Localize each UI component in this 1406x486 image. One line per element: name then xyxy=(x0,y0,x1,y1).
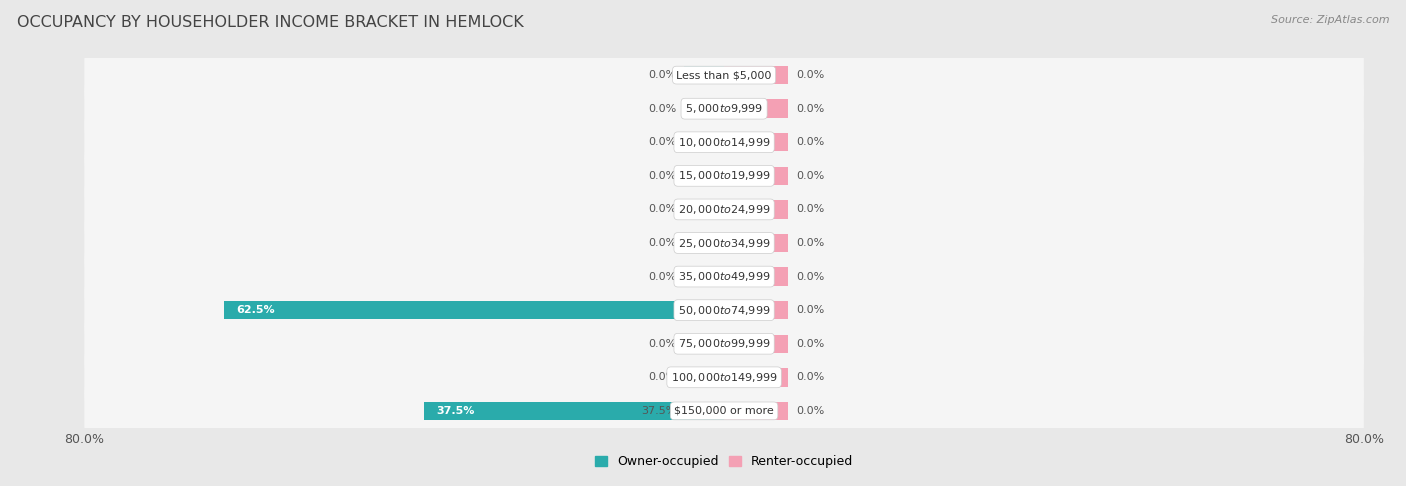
Text: 0.0%: 0.0% xyxy=(648,104,676,114)
Bar xyxy=(685,200,724,219)
Text: $15,000 to $19,999: $15,000 to $19,999 xyxy=(678,169,770,182)
Text: 0.0%: 0.0% xyxy=(648,171,676,181)
FancyBboxPatch shape xyxy=(84,278,1364,342)
Text: 0.0%: 0.0% xyxy=(796,104,824,114)
Text: 0.0%: 0.0% xyxy=(796,238,824,248)
Text: $150,000 or more: $150,000 or more xyxy=(675,406,773,416)
Bar xyxy=(724,368,787,386)
Bar xyxy=(685,334,724,353)
FancyBboxPatch shape xyxy=(84,44,1364,106)
Bar xyxy=(225,301,724,319)
Text: 0.0%: 0.0% xyxy=(796,406,824,416)
Bar xyxy=(685,368,724,386)
Legend: Owner-occupied, Renter-occupied: Owner-occupied, Renter-occupied xyxy=(589,450,859,473)
Text: $100,000 to $149,999: $100,000 to $149,999 xyxy=(671,371,778,384)
Bar xyxy=(724,334,787,353)
Bar xyxy=(724,167,787,185)
Text: 0.0%: 0.0% xyxy=(648,70,676,80)
Bar xyxy=(724,401,787,420)
FancyBboxPatch shape xyxy=(84,380,1364,442)
Text: 0.0%: 0.0% xyxy=(648,272,676,281)
Text: 0.0%: 0.0% xyxy=(648,339,676,349)
Text: $75,000 to $99,999: $75,000 to $99,999 xyxy=(678,337,770,350)
Text: 0.0%: 0.0% xyxy=(796,205,824,214)
FancyBboxPatch shape xyxy=(84,346,1364,409)
Bar xyxy=(425,401,724,420)
Text: 0.0%: 0.0% xyxy=(796,305,824,315)
Text: $35,000 to $49,999: $35,000 to $49,999 xyxy=(678,270,770,283)
Text: $10,000 to $14,999: $10,000 to $14,999 xyxy=(678,136,770,149)
Bar xyxy=(724,133,787,152)
Bar xyxy=(685,167,724,185)
Bar xyxy=(724,200,787,219)
Bar xyxy=(685,100,724,118)
Bar xyxy=(685,133,724,152)
Bar xyxy=(724,66,787,85)
Text: 0.0%: 0.0% xyxy=(648,238,676,248)
Text: Less than $5,000: Less than $5,000 xyxy=(676,70,772,80)
Text: 0.0%: 0.0% xyxy=(648,205,676,214)
Bar xyxy=(724,100,787,118)
Bar xyxy=(724,234,787,252)
Text: 0.0%: 0.0% xyxy=(796,137,824,147)
Text: 0.0%: 0.0% xyxy=(648,137,676,147)
FancyBboxPatch shape xyxy=(84,245,1364,308)
Text: 0.0%: 0.0% xyxy=(796,171,824,181)
FancyBboxPatch shape xyxy=(84,178,1364,241)
Bar xyxy=(724,301,787,319)
Text: 62.5%: 62.5% xyxy=(236,305,276,315)
Text: 37.5%: 37.5% xyxy=(436,406,475,416)
Text: $25,000 to $34,999: $25,000 to $34,999 xyxy=(678,237,770,249)
Text: Source: ZipAtlas.com: Source: ZipAtlas.com xyxy=(1271,15,1389,25)
Text: 0.0%: 0.0% xyxy=(796,372,824,382)
Text: 0.0%: 0.0% xyxy=(796,272,824,281)
Text: $5,000 to $9,999: $5,000 to $9,999 xyxy=(685,102,763,115)
FancyBboxPatch shape xyxy=(84,111,1364,174)
FancyBboxPatch shape xyxy=(84,211,1364,275)
FancyBboxPatch shape xyxy=(84,77,1364,140)
Text: $20,000 to $24,999: $20,000 to $24,999 xyxy=(678,203,770,216)
Bar xyxy=(685,234,724,252)
Bar xyxy=(685,267,724,286)
FancyBboxPatch shape xyxy=(84,312,1364,375)
Text: 0.0%: 0.0% xyxy=(648,372,676,382)
Bar xyxy=(724,267,787,286)
FancyBboxPatch shape xyxy=(84,144,1364,208)
Bar xyxy=(685,66,724,85)
Text: OCCUPANCY BY HOUSEHOLDER INCOME BRACKET IN HEMLOCK: OCCUPANCY BY HOUSEHOLDER INCOME BRACKET … xyxy=(17,15,523,30)
Text: 0.0%: 0.0% xyxy=(796,70,824,80)
Text: 0.0%: 0.0% xyxy=(796,339,824,349)
Text: $50,000 to $74,999: $50,000 to $74,999 xyxy=(678,304,770,317)
Text: 37.5%: 37.5% xyxy=(641,406,676,416)
